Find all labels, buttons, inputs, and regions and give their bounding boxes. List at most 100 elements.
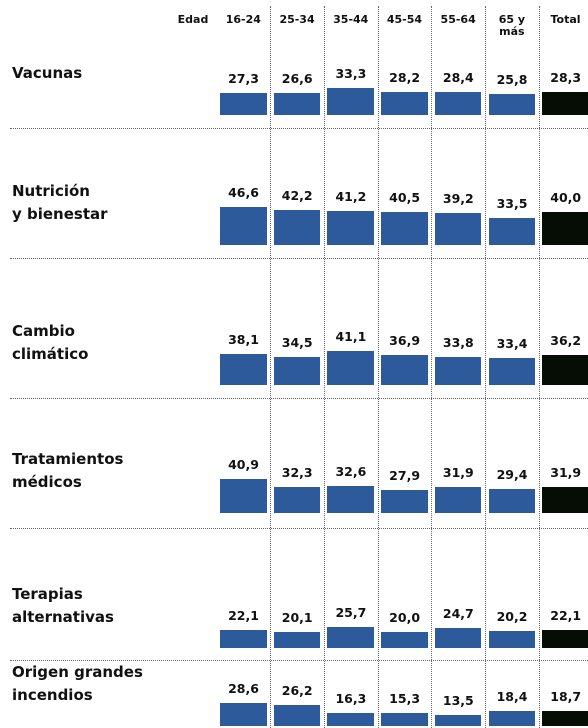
bar [381, 354, 428, 385]
bar [434, 91, 482, 115]
bar [542, 212, 588, 245]
bar [220, 479, 267, 513]
bar [434, 357, 482, 385]
bar [381, 631, 428, 648]
bar [434, 627, 482, 648]
bar [220, 206, 267, 245]
value-label: 24,7 [442, 605, 474, 621]
value-label: 32,3 [281, 464, 313, 480]
value-label: 42,2 [281, 188, 313, 204]
bar [488, 217, 536, 245]
column-separator [485, 6, 486, 728]
bar [273, 210, 321, 245]
bar [381, 91, 428, 115]
bar [220, 353, 267, 385]
value-label: 29,4 [496, 466, 528, 482]
bar [327, 87, 375, 115]
value-label: 20,1 [281, 609, 313, 625]
bar [273, 486, 321, 513]
bar [327, 351, 375, 385]
column-label: 25-34 [279, 13, 315, 26]
row-label: Tratamientos médicos [12, 450, 124, 491]
bar [488, 93, 536, 115]
value-label: 46,6 [228, 184, 259, 200]
value-label: 32,6 [335, 464, 367, 480]
column-separator [538, 6, 540, 728]
value-label: 20,0 [389, 609, 421, 625]
row-label: Terapias alternativas [12, 585, 114, 626]
bar [542, 486, 588, 513]
column-label: 35-44 [333, 13, 369, 26]
value-label: 28,4 [442, 69, 474, 85]
column-separator [377, 6, 379, 728]
row-separator [10, 128, 588, 129]
value-label: 13,5 [442, 692, 474, 708]
bar [488, 710, 536, 726]
row-separator [10, 528, 588, 529]
value-label: 28,3 [550, 69, 582, 85]
value-label: 36,9 [389, 332, 421, 348]
bar [273, 93, 321, 115]
column-label: 65 y más [498, 13, 525, 38]
column-label: 16-24 [225, 13, 261, 26]
value-label: 22,1 [228, 607, 259, 623]
bar [434, 486, 482, 513]
value-label: 18,4 [496, 688, 528, 704]
row-separator [10, 660, 588, 661]
bar [273, 356, 321, 385]
bar [434, 212, 482, 245]
bar [542, 91, 588, 115]
column-separator [270, 6, 272, 728]
value-label: 33,8 [442, 335, 474, 351]
value-label: 36,2 [550, 333, 582, 349]
row-label: Cambio climático [12, 322, 89, 363]
value-label: 18,7 [550, 688, 582, 704]
value-label: 40,5 [389, 189, 421, 205]
bar [381, 211, 428, 245]
value-label: 25,8 [496, 71, 528, 87]
value-label: 25,7 [335, 604, 367, 620]
value-label: 41,1 [335, 329, 367, 345]
bar [488, 357, 536, 385]
bar [327, 211, 375, 245]
value-label: 31,9 [550, 464, 582, 480]
bar [542, 629, 588, 648]
value-label: 26,6 [281, 71, 313, 87]
value-label: 41,2 [335, 189, 367, 205]
column-separator [431, 6, 433, 728]
value-label: 33,3 [335, 65, 367, 81]
value-label: 34,5 [281, 334, 313, 350]
value-label: 27,3 [228, 70, 259, 86]
bar [273, 704, 321, 726]
column-label: Total [550, 13, 581, 26]
column-label: 45-54 [386, 13, 423, 26]
bar [381, 490, 428, 513]
row-label: Nutrición y bienestar [12, 182, 108, 223]
value-label: 40,9 [228, 457, 259, 473]
bar [220, 702, 267, 726]
row-separator [10, 258, 588, 259]
bar [273, 631, 321, 648]
column-label: 55-64 [440, 13, 476, 26]
row-label: Origen grandes incendios [12, 663, 143, 704]
value-label: 26,2 [281, 682, 313, 698]
column-separator [323, 6, 325, 728]
value-label: 27,9 [389, 468, 421, 484]
bar [327, 626, 375, 648]
value-label: 40,0 [550, 190, 582, 206]
bar [542, 710, 588, 726]
bar [220, 629, 267, 648]
value-label: 22,1 [550, 607, 582, 623]
bar [327, 486, 375, 513]
value-label: 28,2 [389, 69, 421, 85]
row-separator [10, 398, 588, 399]
value-label: 33,4 [496, 335, 528, 351]
value-label: 31,9 [442, 464, 474, 480]
bar [488, 488, 536, 513]
row-label: Vacunas [12, 63, 83, 82]
bar [327, 712, 375, 726]
bar [542, 355, 588, 385]
value-label: 20,2 [496, 609, 528, 625]
value-label: 38,1 [228, 331, 259, 347]
value-label: 39,2 [442, 190, 474, 206]
